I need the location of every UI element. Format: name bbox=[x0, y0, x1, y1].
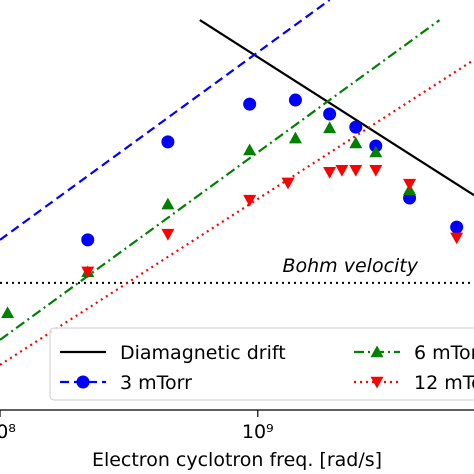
fit-line bbox=[0, 19, 441, 341]
marker bbox=[1, 306, 15, 319]
marker bbox=[349, 136, 363, 149]
x-tick-label: 10⁹ bbox=[242, 421, 274, 443]
legend-box bbox=[49, 327, 474, 401]
marker bbox=[349, 164, 363, 177]
marker bbox=[450, 232, 464, 245]
marker bbox=[81, 266, 95, 279]
fit-line bbox=[0, 0, 331, 241]
marker bbox=[369, 145, 383, 158]
marker bbox=[161, 135, 175, 149]
marker bbox=[323, 167, 337, 179]
marker bbox=[243, 143, 257, 156]
marker bbox=[369, 164, 383, 177]
marker bbox=[370, 345, 384, 358]
marker bbox=[281, 177, 295, 190]
marker bbox=[161, 197, 175, 210]
legend-label: Diamagnetic drift bbox=[120, 342, 286, 364]
fit-line bbox=[199, 19, 474, 197]
x-axis-label: Electron cyclotron freq. [rad/s] bbox=[92, 449, 382, 471]
marker bbox=[76, 375, 90, 389]
marker bbox=[243, 194, 257, 207]
legend-label: 12 mTorr bbox=[414, 372, 474, 394]
marker bbox=[349, 120, 363, 134]
marker bbox=[450, 220, 464, 234]
legend: Diamagnetic drift 3 mTorr 6 mTorr 12 mTorr bbox=[49, 327, 474, 401]
marker bbox=[323, 121, 337, 134]
marker bbox=[243, 97, 257, 111]
marker bbox=[370, 376, 384, 389]
marker bbox=[161, 228, 175, 241]
marker bbox=[81, 233, 95, 247]
marker bbox=[323, 107, 337, 121]
reference-label: Bohm velocity bbox=[282, 255, 418, 277]
marker bbox=[288, 93, 302, 107]
fit-line bbox=[0, 58, 474, 366]
x-tick-label: 10⁸ bbox=[0, 421, 16, 443]
marker bbox=[288, 131, 302, 144]
legend-label: 3 mTorr bbox=[120, 372, 192, 394]
marker bbox=[403, 178, 417, 191]
marker bbox=[335, 164, 349, 177]
legend-label: 6 mTorr bbox=[414, 342, 474, 364]
